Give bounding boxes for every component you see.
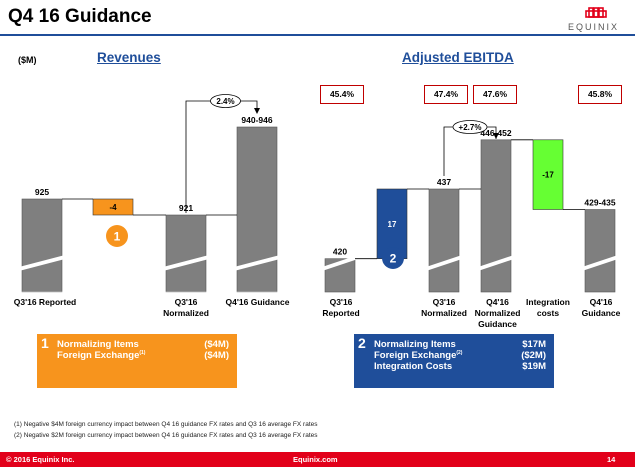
- panel-row: Foreign Exchange(2) ($2M): [374, 350, 546, 362]
- ebitda-title: Adjusted EBITDA: [402, 50, 514, 65]
- growth-badge: [210, 94, 241, 108]
- bar-value-label: 429-435: [584, 198, 615, 208]
- panel-row-value: ($2M): [521, 350, 546, 361]
- x-tick-label: Q3'16 Normalized: [163, 297, 209, 318]
- bar-value-label: 940-946: [241, 115, 272, 125]
- bar: [584, 209, 616, 293]
- footnote-marker: (2): [456, 350, 463, 356]
- margin-box: 47.6%: [473, 85, 517, 104]
- equinix-logo-mark: [585, 7, 607, 18]
- axis-break-mark: [582, 255, 618, 271]
- x-tick-label: Q4'16 Guidance: [225, 297, 290, 307]
- ebitda-normalizing-panel: 2 Normalizing Items $17M Foreign Exchang…: [354, 334, 554, 388]
- marker-number: 1: [114, 230, 121, 244]
- x-tick-label: Q3'16 Reported: [322, 297, 360, 318]
- bar-value-label: 420: [333, 247, 347, 257]
- growth-arrow-icon: [254, 108, 260, 114]
- axis-break-mark: [322, 255, 358, 271]
- panel-number: 2: [358, 335, 366, 351]
- bar: [92, 198, 134, 216]
- margin-box: 45.8%: [578, 85, 622, 104]
- bar-value-label: 437: [437, 177, 451, 187]
- bar-value-label: -17: [542, 171, 554, 180]
- marker-number: 2: [390, 252, 397, 266]
- panel-row: Normalizing Items ($4M): [57, 339, 229, 351]
- bar: [532, 139, 564, 210]
- revenue-normalizing-panel: 1 Normalizing Items ($4M) Foreign Exchan…: [37, 334, 237, 388]
- footnote-marker: (1): [139, 350, 146, 356]
- panel-row-value: ($4M): [204, 350, 229, 361]
- bar-value-label: -4: [109, 203, 117, 212]
- axis-break-mark: [163, 255, 209, 271]
- revenues-chart: 925-4 921940-9462.4%142017437446-452-1742…: [19, 94, 618, 293]
- axis-break-mark: [478, 255, 514, 271]
- panel-row: Foreign Exchange(1) ($4M): [57, 350, 229, 362]
- bar: [165, 214, 207, 293]
- panel-row-value: $19M: [522, 361, 546, 372]
- footnote: (1) Negative $4M foreign currency impact…: [14, 421, 318, 428]
- bar-value-label: 925: [35, 187, 49, 197]
- x-tick-label: Q3'16 Reported: [13, 297, 77, 307]
- panel-row: Integration Costs $19M: [374, 361, 546, 373]
- copyright: © 2016 Equinix Inc.: [6, 455, 75, 464]
- slide-title: Q4 16 Guidance: [8, 6, 152, 27]
- bar-value-label: 17: [388, 220, 397, 229]
- axis-break-mark: [234, 255, 280, 271]
- axis-break-mark: [426, 255, 462, 271]
- bar: [480, 139, 512, 293]
- panel-row-label: Integration Costs: [374, 361, 453, 372]
- growth-label: +2.7%: [459, 123, 482, 132]
- brand-name: EQUINIX: [568, 22, 620, 32]
- panel-number: 1: [41, 335, 49, 351]
- bar: [428, 188, 460, 293]
- marker-badge: [106, 225, 128, 247]
- page-number: 14: [607, 455, 616, 464]
- axis-break-mark: [19, 255, 65, 271]
- bar: [21, 198, 63, 293]
- website: Equinix.com: [293, 455, 338, 464]
- panel-row-value: ($4M): [204, 339, 229, 350]
- x-tick-label: Q3'16 Normalized: [421, 297, 467, 318]
- panel-row-label: Normalizing Items: [374, 339, 456, 350]
- revenues-title: Revenues: [97, 50, 161, 65]
- panel-row: Normalizing Items $17M: [374, 339, 546, 351]
- margin-box: 45.4%: [320, 85, 364, 104]
- panel-row-label: Foreign Exchange: [57, 350, 140, 362]
- x-tick-label: Integration costs: [526, 297, 570, 318]
- growth-arrow-icon: [493, 133, 499, 139]
- margin-box: 47.4%: [424, 85, 468, 104]
- footer-bar: © 2016 Equinix Inc. Equinix.com 14: [0, 452, 635, 467]
- x-tick-label: Q4'16 Guidance: [581, 297, 621, 318]
- x-tick-label: Q4'16 Normalized Guidance: [474, 297, 521, 329]
- panel-row-label: Normalizing Items: [57, 339, 139, 350]
- footnote: (2) Negative $2M foreign currency impact…: [14, 432, 318, 439]
- panel-row-label: Foreign Exchange: [374, 350, 457, 362]
- equinix-logo: EQUINIX: [560, 6, 630, 36]
- growth-badge: [452, 120, 488, 134]
- marker-badge: [382, 247, 404, 269]
- growth-label: 2.4%: [216, 97, 234, 106]
- units-label: ($M): [18, 55, 37, 65]
- header-divider: [0, 34, 635, 36]
- panel-row-value: $17M: [522, 339, 546, 350]
